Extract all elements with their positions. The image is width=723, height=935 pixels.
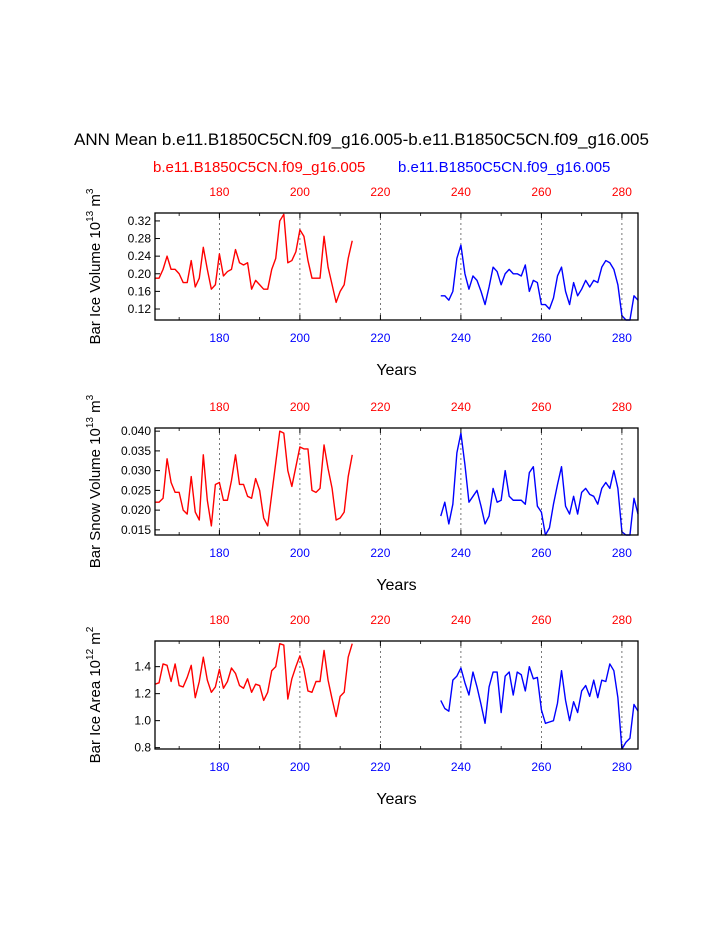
y-tick-label: 0.16 bbox=[128, 284, 152, 298]
x-tick-label-top: 220 bbox=[370, 400, 390, 414]
subtitle-case-1: b.e11.B1850C5CN.f09_g16.005 bbox=[153, 159, 366, 176]
x-tick-label-bottom: 280 bbox=[612, 546, 632, 560]
y-axis-label: Bar Snow Volume 1013 m3 bbox=[85, 394, 104, 568]
plot-frame bbox=[154, 427, 639, 536]
x-tick-label-bottom: 220 bbox=[370, 331, 390, 345]
y-tick-label: 0.8 bbox=[134, 741, 151, 755]
x-tick-label-bottom: 240 bbox=[451, 760, 471, 774]
y-tick-label: 0.035 bbox=[121, 444, 151, 458]
x-tick-label-top: 280 bbox=[612, 613, 632, 627]
x-tick-label-top: 200 bbox=[290, 185, 310, 199]
y-axis-label: Bar Ice Area 1012 m2 bbox=[85, 626, 104, 763]
x-tick-label-top: 240 bbox=[451, 400, 471, 414]
x-tick-label-bottom: 240 bbox=[451, 546, 471, 560]
subtitle-case-2: b.e11.B1850C5CN.f09_g16.005 bbox=[398, 159, 611, 176]
y-tick-label: 1.2 bbox=[134, 687, 151, 701]
x-tick-label-top: 280 bbox=[612, 185, 632, 199]
y-tick-label: 0.030 bbox=[121, 464, 151, 478]
y-axis-label: Bar Ice Volume 1013 m3 bbox=[85, 188, 104, 344]
y-axis-label-part: Bar Ice Area 10 bbox=[87, 660, 104, 763]
x-tick-label-top: 260 bbox=[531, 400, 551, 414]
x-tick-label-top: 180 bbox=[209, 400, 229, 414]
x-tick-label-top: 220 bbox=[370, 613, 390, 627]
x-axis-label: Years bbox=[376, 362, 416, 379]
chart-panel-3: 0.8 1.0 1.2 1.4 180 180 200 200 220 220 240 240 260 2… bbox=[85, 613, 639, 808]
x-tick-label-top: 280 bbox=[612, 400, 632, 414]
y-axis-label-exponent: 13 bbox=[85, 417, 96, 429]
series-line-case-1 bbox=[154, 643, 353, 718]
x-tick-label-bottom: 280 bbox=[612, 760, 632, 774]
x-tick-label-bottom: 260 bbox=[531, 760, 551, 774]
figure-title: ANN Mean b.e11.B1850C5CN.f09_g16.005-b.e… bbox=[74, 130, 649, 149]
x-tick-label-bottom: 180 bbox=[209, 760, 229, 774]
plot-frame bbox=[154, 212, 639, 321]
x-tick-label-top: 260 bbox=[531, 613, 551, 627]
y-tick-label: 0.20 bbox=[128, 267, 152, 281]
x-tick-label-bottom: 240 bbox=[451, 331, 471, 345]
y-axis-label-part: m bbox=[87, 400, 104, 417]
y-tick-label: 0.32 bbox=[128, 214, 152, 228]
y-tick-label: 0.24 bbox=[128, 249, 152, 263]
x-tick-label-top: 180 bbox=[209, 613, 229, 627]
y-axis-label-exponent: 3 bbox=[85, 188, 96, 194]
y-tick-label: 1.0 bbox=[134, 714, 151, 728]
y-axis-label-part: m bbox=[87, 194, 104, 211]
series-line-case-2 bbox=[440, 663, 639, 750]
y-tick-label: 0.020 bbox=[121, 503, 151, 517]
x-tick-label-bottom: 180 bbox=[209, 331, 229, 345]
x-tick-label-bottom: 260 bbox=[531, 546, 551, 560]
y-tick-label: 0.28 bbox=[128, 232, 152, 246]
x-tick-label-top: 180 bbox=[209, 185, 229, 199]
x-tick-label-top: 240 bbox=[451, 185, 471, 199]
series-line-case-2 bbox=[440, 244, 639, 321]
y-axis-label-exponent: 13 bbox=[85, 210, 96, 222]
x-tick-label-bottom: 260 bbox=[531, 331, 551, 345]
x-tick-label-bottom: 220 bbox=[370, 546, 390, 560]
series-line-case-1 bbox=[155, 430, 353, 527]
series-line-case-1 bbox=[155, 213, 353, 304]
x-tick-label-bottom: 200 bbox=[290, 760, 310, 774]
x-tick-label-top: 260 bbox=[531, 185, 551, 199]
x-axis-label: Years bbox=[376, 791, 416, 808]
x-tick-label-bottom: 200 bbox=[290, 546, 310, 560]
x-axis-label: Years bbox=[376, 577, 416, 594]
x-tick-label-bottom: 200 bbox=[290, 331, 310, 345]
chart-panel-1: 0.12 0.16 0.20 0.24 0.28 0.32 180 180 200 200 220 2… bbox=[85, 185, 639, 379]
x-tick-label-bottom: 280 bbox=[612, 331, 632, 345]
y-tick-label: 0.015 bbox=[121, 523, 151, 537]
y-axis-label-exponent: 3 bbox=[85, 394, 96, 400]
x-tick-label-top: 220 bbox=[370, 185, 390, 199]
x-tick-label-top: 240 bbox=[451, 613, 471, 627]
y-axis-label-exponent: 12 bbox=[85, 648, 96, 660]
series-line-case-2 bbox=[440, 432, 639, 536]
x-tick-label-bottom: 220 bbox=[370, 760, 390, 774]
y-axis-label-part: m bbox=[87, 632, 104, 649]
y-tick-label: 1.4 bbox=[134, 660, 151, 674]
x-tick-label-bottom: 180 bbox=[209, 546, 229, 560]
x-tick-label-top: 200 bbox=[290, 400, 310, 414]
plot-frame bbox=[154, 640, 639, 750]
y-tick-label: 0.025 bbox=[121, 483, 151, 497]
y-axis-label-part: Bar Ice Volume 10 bbox=[87, 222, 104, 345]
chart-panel-2: 0.015 0.020 0.025 0.030 0.035 0.040 180 180 200 2… bbox=[85, 394, 639, 594]
y-tick-label: 0.12 bbox=[128, 302, 152, 316]
y-axis-label-part: Bar Snow Volume 10 bbox=[87, 428, 104, 568]
y-axis-label-exponent: 2 bbox=[85, 626, 96, 632]
y-tick-label: 0.040 bbox=[121, 424, 151, 438]
x-tick-label-top: 200 bbox=[290, 613, 310, 627]
